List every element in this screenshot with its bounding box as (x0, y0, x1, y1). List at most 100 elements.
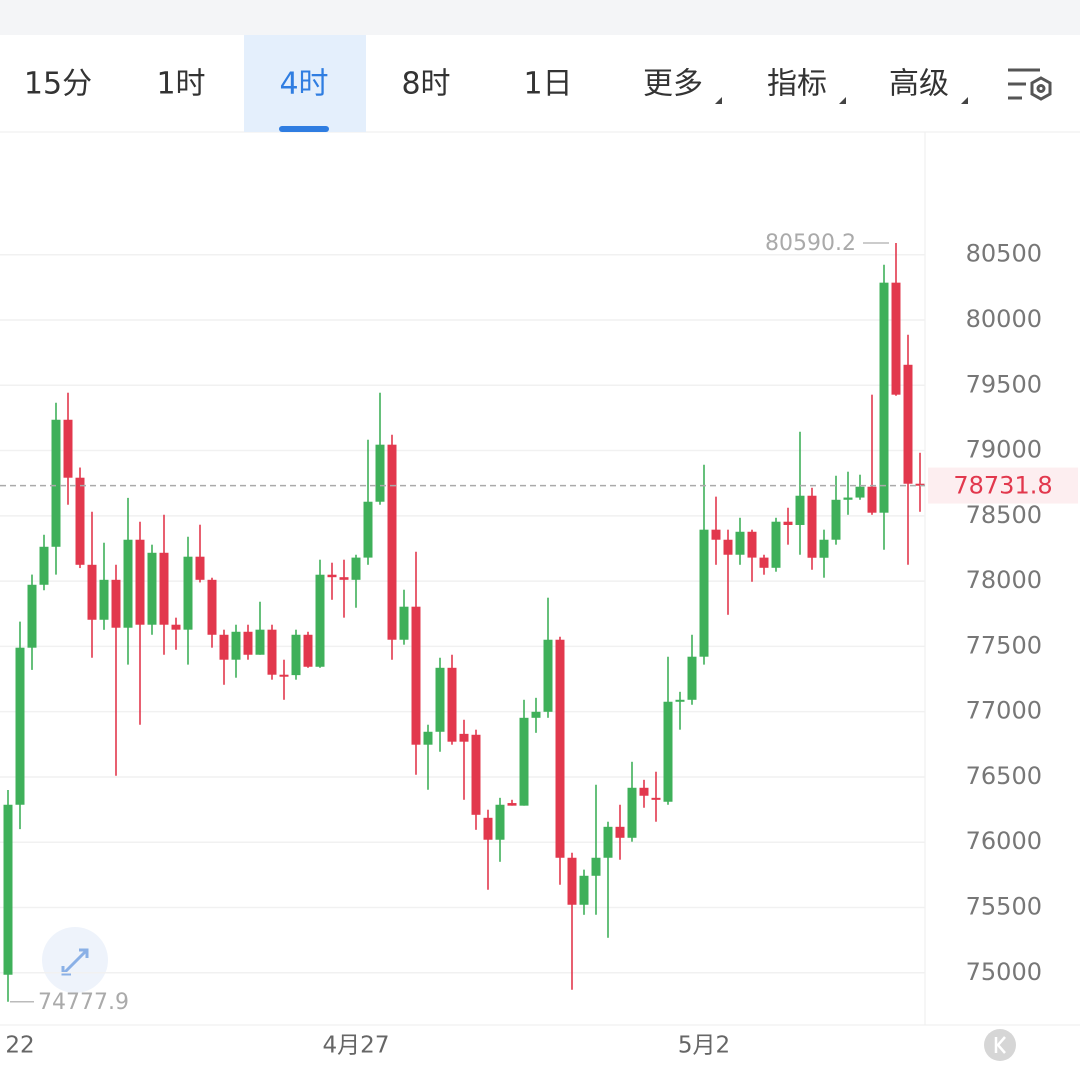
y-tick-label: 80000 (966, 305, 1042, 333)
candle-body (567, 857, 577, 905)
candle-body (159, 552, 169, 625)
y-tick-label: 75500 (966, 893, 1042, 921)
settings-icon[interactable] (1008, 68, 1052, 101)
candle-body (399, 606, 409, 640)
tab[interactable]: 8时 (401, 67, 450, 102)
y-tick-label: 75000 (966, 958, 1042, 986)
tab-selected-bg (244, 35, 366, 132)
y-tick-label: 77000 (966, 697, 1042, 725)
y-tick-label: 76500 (966, 762, 1042, 790)
y-tick-label: 77500 (966, 631, 1042, 659)
candle-body (411, 606, 421, 745)
candle-body (519, 717, 529, 806)
candle-body (783, 521, 793, 525)
candle-body (351, 557, 361, 580)
x-tick-label: 22 (5, 1033, 34, 1059)
candle-body (723, 539, 733, 555)
candle-body (27, 584, 37, 648)
y-tick-label: 79000 (966, 436, 1042, 464)
last-price-label: 78731.8 (953, 472, 1052, 500)
tab[interactable]: 1时 (156, 67, 205, 102)
candle-body (615, 826, 625, 838)
candle-body (3, 804, 13, 975)
candle-body (123, 539, 133, 628)
candle-body (855, 486, 865, 498)
candle-body (327, 574, 337, 578)
scroll-end-button[interactable] (984, 1029, 1016, 1061)
candle-body (255, 629, 265, 655)
candle-body (111, 579, 121, 628)
candle-body (555, 639, 565, 858)
candle-body (759, 557, 769, 568)
candle-body (831, 499, 841, 540)
candle-body (915, 483, 925, 486)
candle-body (651, 797, 661, 800)
candle-body (531, 711, 541, 718)
candle-body (315, 574, 325, 667)
x-tick-label: 4月27 (323, 1033, 390, 1059)
tab[interactable]: 15分 (24, 67, 92, 102)
y-tick-label: 78500 (966, 501, 1042, 529)
tab[interactable]: 4时 (279, 67, 328, 102)
candle-body (867, 486, 877, 513)
candle-body (303, 634, 313, 667)
candle-body (63, 419, 73, 478)
candle-body (471, 734, 481, 815)
tab[interactable]: 指标 (767, 67, 827, 102)
candle-body (447, 667, 457, 742)
candle-body (687, 656, 697, 700)
candle-body (99, 579, 109, 620)
y-tick-label: 76000 (966, 827, 1042, 855)
candle-body (219, 634, 229, 660)
tab[interactable]: 高级 (889, 67, 949, 102)
tab-bar (0, 35, 1080, 132)
candle-body (387, 444, 397, 640)
candle-body (459, 733, 469, 742)
candle-body (39, 546, 49, 585)
candle-body (675, 699, 685, 702)
candle-body (267, 629, 277, 675)
candle-body (591, 857, 601, 876)
candle-body (543, 639, 553, 712)
x-tick-label: 5月2 (678, 1033, 730, 1059)
tab[interactable]: 1日 (523, 67, 572, 102)
candle-body (639, 787, 649, 796)
candle-body (795, 495, 805, 525)
y-tick-label: 80500 (966, 240, 1042, 268)
candle-body (483, 817, 493, 840)
candle-body (87, 564, 97, 620)
candle-body (495, 804, 505, 840)
dropdown-arrow (715, 97, 722, 104)
candle-body (15, 647, 25, 805)
expand-button[interactable] (42, 927, 108, 993)
candle-body (231, 631, 241, 660)
candle-body (603, 826, 613, 858)
candle-body (207, 579, 217, 635)
candle-body (735, 531, 745, 555)
y-tick-label: 78000 (966, 566, 1042, 594)
candle-body (363, 501, 373, 558)
candle-body (135, 539, 145, 625)
candle-body (291, 634, 301, 676)
candle-body (75, 477, 85, 565)
candle-body (579, 875, 589, 905)
candle-body (699, 529, 709, 657)
candle-body (903, 364, 913, 484)
candle-body (51, 419, 61, 547)
candle-body (147, 552, 157, 625)
candle-body (171, 624, 181, 630)
tab-underline (279, 126, 329, 132)
candle-body (435, 667, 445, 732)
candle-body (279, 674, 289, 677)
tab[interactable]: 更多 (643, 67, 703, 102)
max-label: 80590.2 (765, 231, 856, 256)
candle-body (339, 577, 349, 580)
min-label: 74777.9 (38, 990, 129, 1015)
y-tick-label: 79500 (966, 370, 1042, 398)
status-strip (0, 0, 1080, 35)
candle-body (507, 803, 517, 806)
candle-body (747, 531, 757, 558)
candle-body (243, 631, 253, 655)
